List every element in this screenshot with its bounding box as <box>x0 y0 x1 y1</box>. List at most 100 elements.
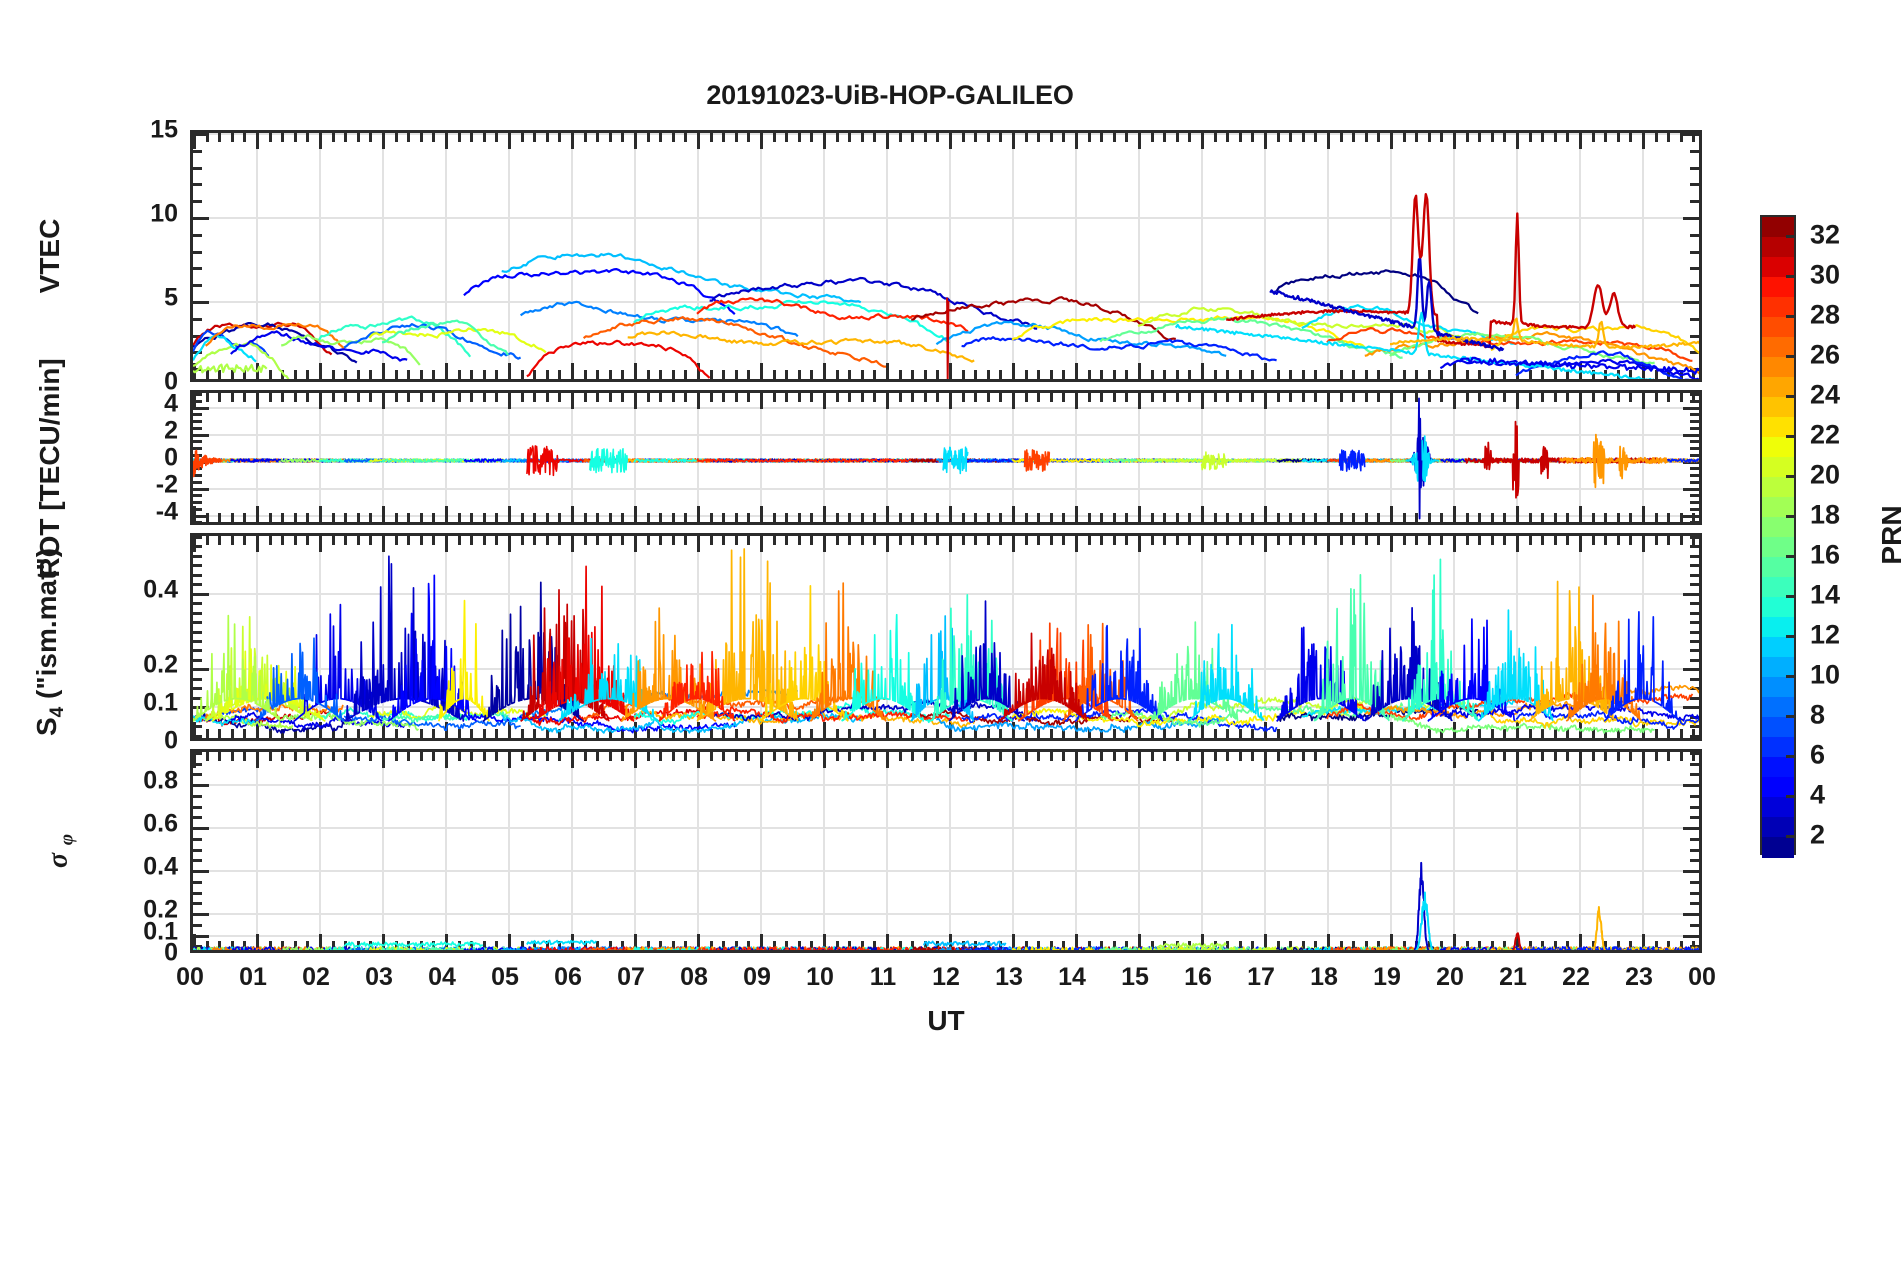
axis-tick-x <box>1251 729 1255 738</box>
axis-tick-y <box>1683 870 1699 874</box>
axis-tick-x <box>495 513 499 522</box>
axis-tick-x <box>1138 363 1141 379</box>
y-axis-tick-label: 0.2 <box>143 650 178 679</box>
axis-tick-x <box>1049 370 1053 379</box>
data-trace <box>1226 193 1637 349</box>
colorbar-segment <box>1762 437 1794 458</box>
axis-tick-x <box>1314 536 1318 545</box>
data-trace <box>1389 713 1655 734</box>
colorbar-tick <box>1786 635 1796 638</box>
axis-tick-x <box>293 133 297 142</box>
axis-tick-y <box>1683 133 1699 136</box>
axis-tick-x <box>835 752 839 761</box>
axis-tick-x <box>1213 393 1217 402</box>
axis-tick-x <box>1100 513 1104 522</box>
axis-tick-x <box>1654 370 1658 379</box>
axis-tick-x <box>1138 722 1141 738</box>
axis-tick-x <box>797 370 801 379</box>
axis-tick-x <box>1541 536 1545 545</box>
data-trace <box>1200 451 1227 471</box>
plot-panel-vtec <box>190 130 1702 382</box>
axis-tick-x <box>1541 729 1545 738</box>
axis-tick-x <box>1276 513 1280 522</box>
axis-tick-x <box>218 513 222 522</box>
axis-tick-x <box>1478 752 1482 761</box>
axis-tick-y <box>193 467 202 471</box>
axis-tick-x <box>558 729 562 738</box>
axis-tick-x <box>495 393 499 402</box>
axis-tick-x <box>697 133 700 149</box>
colorbar-tick-label: 24 <box>1810 379 1841 410</box>
data-trace <box>696 297 969 333</box>
gridline-vertical <box>1579 133 1581 379</box>
axis-tick-x <box>898 752 902 761</box>
axis-tick-x <box>319 934 322 950</box>
axis-tick-x <box>986 752 990 761</box>
axis-tick-x <box>293 370 297 379</box>
axis-tick-x <box>457 513 461 522</box>
data-trace <box>1417 397 1423 520</box>
colorbar-segment <box>1762 717 1794 738</box>
gridline-vertical <box>1138 393 1140 522</box>
gridline-vertical <box>445 133 447 379</box>
data-trace <box>1559 433 1668 489</box>
axis-tick-x <box>419 370 423 379</box>
colorbar-segment <box>1762 277 1794 298</box>
axis-tick-x <box>596 133 600 142</box>
colorbar-segment <box>1762 697 1794 718</box>
axis-tick-x <box>1352 513 1356 522</box>
axis-tick-x <box>205 941 209 950</box>
axis-tick-x <box>1251 133 1255 142</box>
axis-tick-x <box>1604 752 1608 761</box>
colorbar-segment <box>1762 517 1794 538</box>
axis-tick-x <box>823 393 826 409</box>
axis-tick-x <box>520 752 524 761</box>
axis-tick-x <box>1579 752 1582 768</box>
x-axis-label: UT <box>927 1005 965 1036</box>
axis-tick-x <box>1062 133 1066 142</box>
axis-tick-x <box>1075 133 1078 149</box>
axis-tick-x <box>886 722 889 738</box>
axis-tick-x <box>533 370 537 379</box>
axis-tick-x <box>1402 536 1406 545</box>
axis-tick-x <box>596 941 600 950</box>
axis-tick-x <box>1201 133 1204 149</box>
axis-tick-x <box>999 513 1003 522</box>
axis-tick-x <box>1364 133 1368 142</box>
y-axis-tick-label: 0 <box>164 443 178 471</box>
axis-tick-x <box>1012 363 1015 379</box>
axis-tick-x <box>911 536 915 545</box>
axis-tick-x <box>256 722 259 738</box>
axis-tick-x <box>419 513 423 522</box>
axis-tick-x <box>634 536 637 552</box>
axis-tick-x <box>1062 393 1066 402</box>
data-trace <box>1276 626 1365 722</box>
axis-tick-x <box>608 941 612 950</box>
axis-tick-x <box>1465 393 1469 402</box>
axis-tick-x <box>268 513 272 522</box>
colorbar-tick <box>1786 435 1796 438</box>
colorbar-segment <box>1762 577 1794 598</box>
axis-tick-x <box>1579 133 1582 149</box>
axis-tick-x <box>1327 133 1330 149</box>
gridline-vertical <box>382 393 384 522</box>
axis-tick-x <box>1201 363 1204 379</box>
axis-tick-x <box>1453 752 1456 768</box>
gridline-vertical <box>634 393 636 522</box>
axis-tick-x <box>1150 370 1154 379</box>
gridline-vertical <box>1201 536 1203 738</box>
colorbar-tick-label: 14 <box>1810 579 1841 610</box>
axis-tick-x <box>281 536 285 545</box>
axis-tick-x <box>911 941 915 950</box>
axis-tick-x <box>457 941 461 950</box>
axis-tick-x <box>369 536 373 545</box>
axis-tick-y <box>193 393 202 396</box>
axis-tick-x <box>747 370 751 379</box>
axis-tick-y <box>193 149 202 153</box>
axis-tick-x <box>1604 729 1608 738</box>
axis-tick-y <box>1690 816 1699 820</box>
axis-tick-x <box>1478 133 1482 142</box>
axis-tick-x <box>923 536 927 545</box>
axis-tick-x <box>810 729 814 738</box>
axis-tick-y <box>1690 467 1699 471</box>
